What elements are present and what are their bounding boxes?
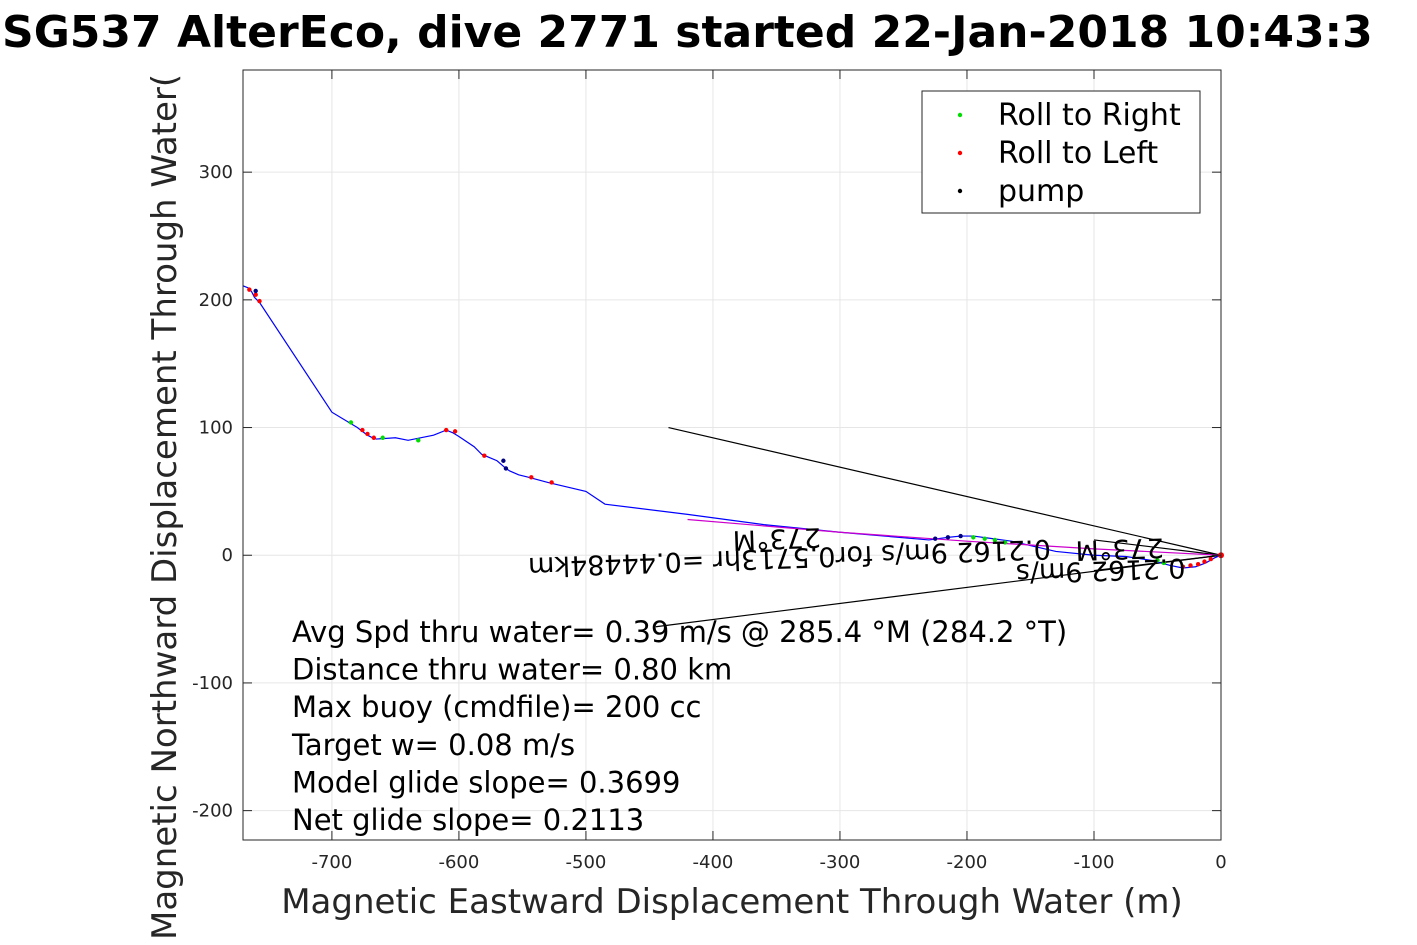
x-axis-label: Magnetic Eastward Displacement Through W… bbox=[281, 882, 1183, 922]
marker-pump bbox=[958, 533, 963, 539]
marker-roll-left bbox=[371, 435, 377, 440]
y-tick-label: 0 bbox=[222, 545, 233, 566]
x-tick-label: 0 bbox=[1215, 852, 1226, 873]
y-tick-label: 100 bbox=[199, 418, 233, 439]
x-tick-label: -700 bbox=[311, 852, 352, 873]
marker-pump bbox=[501, 458, 506, 463]
x-tick-label: -400 bbox=[693, 852, 734, 873]
x-tick-label: -300 bbox=[820, 852, 861, 873]
marker-roll-left bbox=[482, 453, 487, 458]
marker-roll-left bbox=[444, 427, 449, 433]
marker-roll-left bbox=[360, 427, 365, 433]
stats-line: Avg Spd thru water= 0.39 m/s @ 285.4 °M … bbox=[292, 615, 1067, 649]
marker-roll-left bbox=[549, 480, 554, 485]
marker-pump bbox=[933, 536, 938, 541]
legend-entry: Roll to Right bbox=[998, 98, 1181, 133]
heading-annotation: 0.2162 9m/s bbox=[1015, 552, 1186, 589]
reference-line bbox=[1093, 539, 1222, 556]
x-tick-label: -100 bbox=[1074, 852, 1115, 873]
x-tick-label: -600 bbox=[438, 852, 479, 873]
marker-roll-right bbox=[1161, 560, 1167, 566]
stats-line: Max buoy (cmdfile)= 200 cc bbox=[292, 690, 701, 724]
marker-roll-left bbox=[1202, 559, 1207, 564]
y-axis-ticks: -200 -100 0 100 200 300 bbox=[192, 162, 1221, 822]
marker-roll-left bbox=[1180, 564, 1186, 569]
reference-line bbox=[1093, 554, 1222, 572]
marker-roll-left bbox=[257, 298, 262, 304]
reference-line bbox=[668, 426, 1222, 556]
y-axis-label: Magnetic Northward Displacement Through … bbox=[145, 74, 185, 940]
stats-line: Distance thru water= 0.80 km bbox=[292, 653, 732, 687]
x-tick-label: -500 bbox=[566, 852, 607, 873]
heading-annotation: 273°M bbox=[1075, 531, 1164, 565]
marker-pump bbox=[945, 535, 951, 540]
marker-roll-left bbox=[529, 475, 534, 480]
marker-roll-right bbox=[348, 420, 354, 425]
marker-roll-left bbox=[452, 429, 458, 434]
legend-box bbox=[921, 90, 1201, 214]
marker-roll-right bbox=[982, 536, 987, 541]
stats-line: Target w= 0.08 m/s bbox=[291, 728, 575, 762]
dive-stats: Avg Spd thru water= 0.39 m/s @ 285.4 °M … bbox=[291, 615, 1067, 837]
heading-annotation: 273°M bbox=[732, 521, 821, 555]
y-tick-label: 300 bbox=[199, 162, 233, 183]
legend-marker bbox=[957, 112, 963, 118]
marker-pump bbox=[503, 466, 509, 471]
y-tick-label: -100 bbox=[192, 673, 233, 694]
stats-line: Model glide slope= 0.3699 bbox=[292, 765, 680, 799]
legend-entry: pump bbox=[998, 174, 1084, 209]
marker-roll-right bbox=[416, 438, 421, 443]
y-tick-label: 200 bbox=[199, 290, 233, 311]
marker-roll-left bbox=[247, 287, 252, 292]
x-tick-label: -200 bbox=[947, 852, 988, 873]
legend-entry: Roll to Left bbox=[998, 136, 1158, 171]
y-tick-label: -200 bbox=[192, 801, 233, 822]
marker-pump bbox=[253, 288, 258, 294]
series-line-track bbox=[242, 285, 1222, 569]
plot-border bbox=[242, 69, 1222, 841]
marker-roll-left bbox=[365, 431, 370, 437]
marker-roll-right bbox=[1002, 540, 1008, 545]
legend-marker bbox=[957, 150, 963, 156]
marker-roll-right bbox=[1155, 558, 1160, 563]
marker-roll-right bbox=[971, 535, 976, 540]
marker-roll-left bbox=[1188, 563, 1193, 568]
chart-title: SG537 AlterEco, dive 2771 started 22-Jan… bbox=[2, 7, 1373, 58]
marker-roll-left bbox=[1208, 556, 1214, 562]
series-line-heading-line bbox=[687, 518, 1222, 556]
marker-roll-left bbox=[1195, 561, 1201, 567]
x-axis-ticks: -700 -600 -500 -400 -300 -200 -100 0 bbox=[311, 70, 1227, 873]
series-layer bbox=[242, 285, 1222, 569]
stats-line: Net glide slope= 0.2113 bbox=[292, 803, 644, 837]
reference-lines bbox=[655, 426, 1222, 628]
legend-marker bbox=[957, 188, 963, 194]
marker-layer bbox=[247, 287, 1224, 569]
marker-roll-right bbox=[992, 537, 998, 543]
marker-roll-left bbox=[253, 292, 258, 297]
marker-roll-right bbox=[380, 435, 385, 440]
